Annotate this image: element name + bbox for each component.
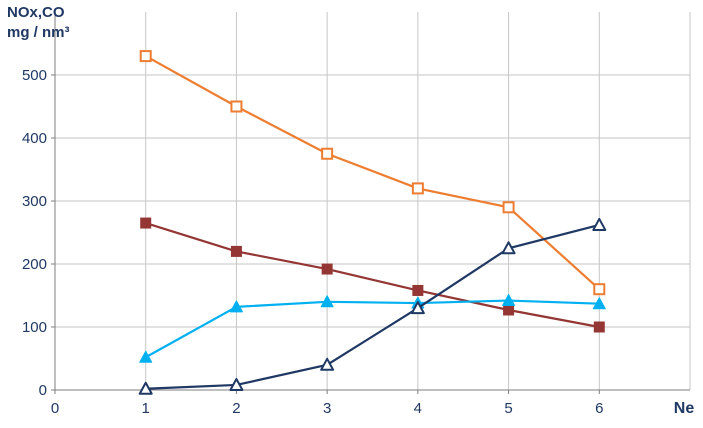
series-line-orange-open-square [145,55,601,291]
marker-cyan-filled-triangle [320,295,334,308]
x-axis-title: Ne [674,400,695,417]
marker-navy-open-triangle [320,357,335,371]
marker-cyan-filled-triangle [139,350,153,363]
x-tick-label: 4 [414,400,422,417]
y-tick-label: 100 [22,319,47,336]
series-line-navy-open-triangle [145,223,600,390]
series-line-cyan-filled-triangle [145,299,600,359]
marker-cyan-filled-triangle [502,294,516,307]
x-tick-label: 6 [595,400,603,417]
y-axis-title-line1: NOx,CO [7,4,65,21]
marker-navy-open-triangle [501,241,516,255]
y-tick-label: 400 [22,130,47,147]
marker-navy-open-triangle [138,381,153,395]
x-tick-label: 2 [232,400,240,417]
marker-navy-open-triangle [229,377,244,391]
marker-dark-red-filled-square [140,217,152,229]
y-tick-label: 0 [39,382,47,399]
marker-dark-red-filled-square [230,245,242,257]
marker-orange-open-square [230,100,243,113]
marker-navy-open-triangle [410,301,425,315]
marker-navy-open-triangle [592,217,607,231]
y-tick-label: 300 [22,193,47,210]
y-tick-label: 500 [22,67,47,84]
y-tick-label: 200 [22,256,47,273]
x-tick-label: 5 [504,400,512,417]
x-tick-label: 3 [323,400,331,417]
marker-cyan-filled-triangle [229,300,243,313]
marker-dark-red-filled-square [503,304,515,316]
marker-orange-open-square [139,50,152,63]
x-tick-label: 0 [51,400,59,417]
y-axis-title-line2: mg / nm³ [7,23,70,41]
marker-orange-open-square [321,147,334,160]
marker-dark-red-filled-square [412,284,424,296]
x-tick-label: 1 [142,400,150,417]
marker-orange-open-square [593,283,606,296]
y-axis-title: NOx,CO mg / nm³ [7,3,70,42]
marker-orange-open-square [502,201,515,214]
marker-dark-red-filled-square [593,321,605,333]
marker-cyan-filled-triangle [592,297,606,310]
series-line-dark-red-filled-square [145,222,600,329]
marker-dark-red-filled-square [321,263,333,275]
marker-orange-open-square [411,182,424,195]
